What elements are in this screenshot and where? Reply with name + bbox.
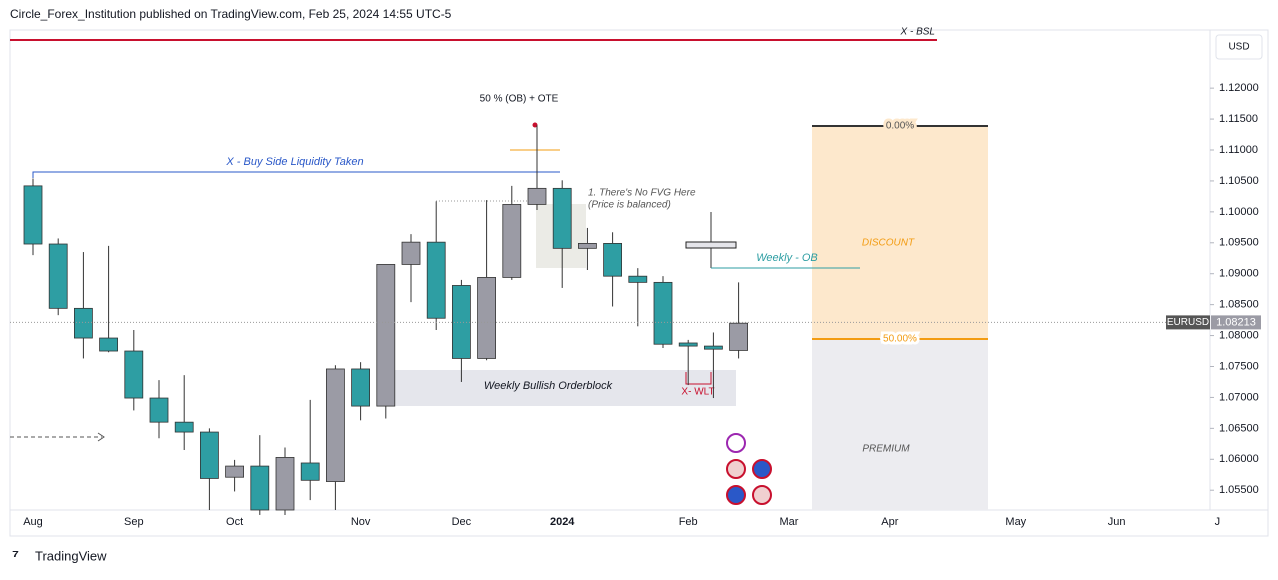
candle-body <box>225 465 245 478</box>
y-tick-label: 1.09500 <box>1219 237 1259 249</box>
x-tick-label: Mar <box>780 516 799 528</box>
y-tick-label: 1.12000 <box>1219 82 1259 94</box>
ote-label: 50 % (OB) + OTE <box>480 94 559 105</box>
candle-body <box>99 337 118 352</box>
currency-button[interactable] <box>1215 34 1263 60</box>
y-tick-label: 1.05500 <box>1219 484 1259 496</box>
frame <box>9 29 1269 537</box>
candle-body <box>250 465 270 511</box>
candle-body <box>23 185 43 245</box>
candle-body <box>401 241 421 265</box>
candle-body <box>628 275 648 283</box>
brand: TradingView <box>35 548 107 563</box>
candle-body <box>149 397 169 423</box>
x-tick-label: Oct <box>226 516 243 528</box>
currency: USD <box>1228 42 1249 53</box>
discount-zone <box>812 126 988 339</box>
candle-body <box>552 187 572 249</box>
y-tick-label: 1.10000 <box>1219 206 1259 218</box>
publisher: Circle_Forex_Institution published on Tr… <box>10 7 452 21</box>
premium-zone <box>812 339 988 510</box>
event-icon[interactable] <box>752 485 772 505</box>
x-tick-label: Sep <box>124 516 144 528</box>
x-tick-label: 2024 <box>550 516 575 528</box>
candle-body <box>603 243 622 277</box>
candle-body <box>578 243 597 249</box>
x-tick-label: May <box>1005 516 1026 528</box>
event-icon[interactable] <box>726 459 746 479</box>
x-tick-label: Apr <box>881 516 898 528</box>
fvg-label: 1. There's No FVG Here <box>588 188 696 199</box>
candle-body <box>376 264 396 407</box>
orderblock-label: Weekly Bullish Orderblock <box>484 380 613 392</box>
price-tag <box>1211 315 1261 330</box>
x-tick-label: Nov <box>351 516 371 528</box>
bsl-label: X - BSL <box>900 27 935 38</box>
fib-0-label: 0.00% <box>886 121 914 132</box>
y-tick-label: 1.11000 <box>1219 144 1258 156</box>
y-tick-label: 1.06000 <box>1219 453 1259 465</box>
x-tick-label: Jun <box>1108 516 1126 528</box>
x-tick-label: Aug <box>23 516 43 528</box>
fib-50-label: 50.00% <box>883 334 917 345</box>
symbol-label: EURUSD <box>1167 317 1209 328</box>
event-icon[interactable] <box>726 433 746 453</box>
candle-body <box>729 322 748 351</box>
candle-body <box>275 457 295 511</box>
discount-label: DISCOUNT <box>862 238 915 249</box>
candle-body <box>124 350 144 399</box>
ote-point <box>532 122 538 128</box>
x-tick-label: J <box>1215 516 1221 528</box>
candle-body <box>678 342 698 347</box>
y-tick-label: 1.06500 <box>1219 422 1259 434</box>
ob-box <box>685 241 737 249</box>
y-tick-label: 1.08500 <box>1219 299 1259 311</box>
weekly-ob-label: Weekly - OB <box>756 252 818 264</box>
event-icon[interactable] <box>726 485 746 505</box>
candle-body <box>451 285 471 359</box>
candle-body <box>199 431 219 479</box>
arrow-head <box>97 432 105 442</box>
candle-body <box>527 187 547 205</box>
x-tick-label: Dec <box>452 516 472 528</box>
y-tick-label: 1.07500 <box>1219 360 1259 372</box>
candle-body <box>48 243 68 309</box>
y-tick-label: 1.08000 <box>1219 329 1259 341</box>
event-icon[interactable] <box>752 459 772 479</box>
candle-body <box>704 345 723 350</box>
logo: ⁷ <box>12 546 19 565</box>
x-tick-label: Feb <box>679 516 698 528</box>
y-tick-label: 1.11500 <box>1219 113 1258 125</box>
symbol-tag <box>1166 315 1210 330</box>
wlt-label: X- WLT <box>681 387 714 398</box>
candle-body <box>653 281 673 345</box>
orderblock-zone <box>393 370 736 406</box>
candle-body <box>325 368 345 482</box>
y-tick-label: 1.10500 <box>1219 175 1259 187</box>
candle-body <box>351 368 371 407</box>
candle-body <box>502 204 522 278</box>
fvg-label: (Price is balanced) <box>588 200 671 211</box>
y-tick-label: 1.09000 <box>1219 268 1259 280</box>
premium-label: PREMIUM <box>862 444 910 455</box>
bsl-taken-label: X - Buy Side Liquidity Taken <box>225 156 363 168</box>
bsl-taken-line <box>32 171 560 178</box>
wlt-bracket <box>685 372 712 385</box>
last-price-label: 1.08213 <box>1216 316 1256 328</box>
candle-body <box>74 307 93 339</box>
candle-body <box>477 277 497 359</box>
y-tick-label: 1.07000 <box>1219 391 1259 403</box>
candle-body <box>300 462 320 481</box>
candle-body <box>174 421 194 433</box>
candle-body <box>426 241 446 319</box>
